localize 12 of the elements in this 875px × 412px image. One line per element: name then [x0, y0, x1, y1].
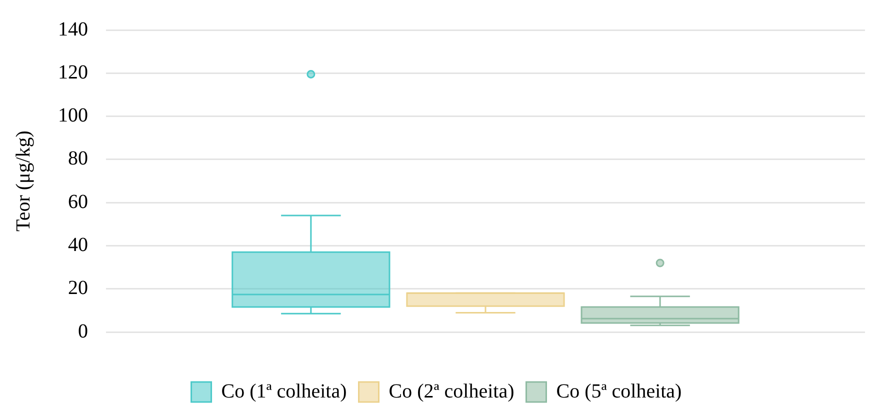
y-tick-label: 140: [58, 18, 88, 40]
legend-label: Co (2ª colheita): [388, 380, 514, 402]
legend-label: Co (1ª colheita): [221, 380, 347, 402]
y-tick-label: 100: [58, 104, 88, 127]
y-axis-title: Teor (μg/kg): [12, 130, 34, 232]
y-tick-label: 20: [68, 277, 88, 300]
y-tick-label: 40: [68, 234, 88, 256]
y-tick-label: 0: [78, 320, 88, 342]
y-tick-label: 120: [58, 61, 88, 84]
y-tick-label: 60: [68, 190, 88, 213]
legend-label: Co (5ª colheita): [556, 380, 682, 402]
y-tick-label: 80: [68, 148, 88, 170]
